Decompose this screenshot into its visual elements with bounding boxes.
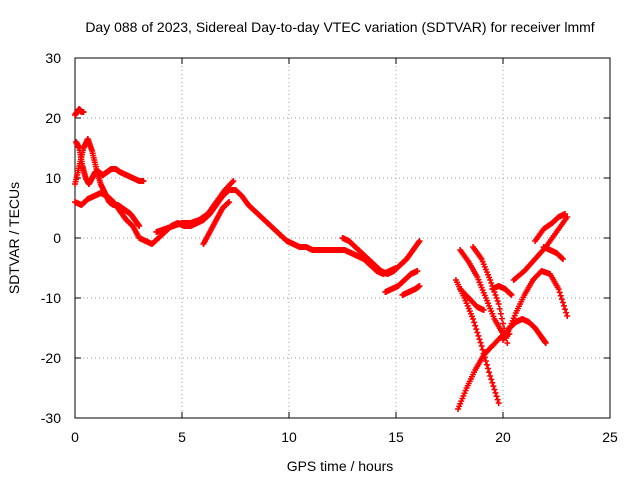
series-mid-arc-a — [153, 178, 237, 235]
grid — [75, 58, 610, 418]
y-tick-label: 0 — [53, 230, 61, 246]
y-tick-label: -10 — [41, 290, 61, 306]
data-point — [472, 322, 479, 329]
y-tick-label: 20 — [45, 110, 61, 126]
series-late-j — [532, 211, 569, 244]
data-series — [72, 106, 571, 412]
data-point — [559, 299, 566, 306]
data-point — [556, 289, 563, 296]
data-point — [477, 339, 484, 346]
y-tick-label: -30 — [41, 410, 61, 426]
x-tick-label: 25 — [602, 429, 618, 445]
x-axis-label: GPS time / hours — [287, 458, 394, 474]
series-early-cluster — [72, 136, 143, 229]
series-evening-arc — [339, 235, 423, 277]
data-point — [492, 389, 499, 396]
y-axis-label: SDTVAR / TECUs — [6, 182, 22, 294]
data-point — [478, 343, 485, 349]
data-point — [480, 350, 487, 357]
data-point — [487, 277, 494, 283]
data-point — [479, 346, 486, 353]
series-late-a — [455, 331, 513, 412]
data-point — [557, 292, 564, 299]
data-point — [485, 365, 492, 372]
data-point — [483, 361, 490, 368]
data-point — [474, 329, 481, 336]
data-point — [416, 238, 423, 244]
data-point — [416, 283, 423, 289]
data-point — [80, 109, 87, 115]
data-point — [492, 292, 499, 298]
x-tick-label: 10 — [281, 429, 297, 445]
data-point — [481, 354, 488, 361]
data-point — [140, 178, 147, 184]
data-point — [226, 199, 233, 205]
data-point — [494, 396, 501, 403]
data-point — [496, 305, 503, 312]
data-point — [229, 179, 236, 186]
series-late-c — [457, 247, 506, 337]
data-point — [230, 178, 237, 184]
series-start-spike — [72, 106, 87, 118]
data-point — [497, 310, 504, 317]
data-point — [498, 315, 505, 322]
series-late-e — [457, 286, 487, 313]
series-arc-pair-a — [382, 268, 421, 295]
data-point — [415, 239, 422, 246]
series-late-h — [504, 268, 571, 337]
data-point — [480, 307, 487, 313]
data-point — [488, 376, 495, 383]
y-tick-label: 30 — [45, 50, 61, 66]
data-point — [494, 298, 501, 304]
data-point — [501, 325, 508, 332]
series-arc-pair-b — [399, 283, 423, 298]
data-point — [508, 292, 515, 298]
y-tick-label: 10 — [45, 170, 61, 186]
data-point — [470, 316, 477, 322]
data-point — [558, 296, 565, 303]
data-point — [493, 295, 500, 301]
data-point — [473, 326, 480, 333]
x-tick-label: 0 — [71, 429, 79, 445]
data-point — [491, 386, 498, 393]
data-point — [136, 223, 143, 229]
data-point — [559, 256, 566, 262]
data-point — [500, 320, 506, 327]
series-late-d — [470, 244, 511, 346]
data-point — [475, 332, 482, 339]
data-point — [471, 319, 478, 326]
data-point — [562, 211, 569, 217]
series-main-track — [72, 187, 399, 277]
data-point — [482, 358, 489, 364]
data-point — [542, 340, 549, 346]
data-point — [490, 383, 497, 390]
data-point — [487, 373, 494, 379]
data-point — [564, 313, 571, 319]
chart-title: Day 088 of 2023, Sidereal Day-to-day VTE… — [85, 19, 594, 35]
x-tick-label: 15 — [388, 429, 404, 445]
data-point — [414, 268, 421, 274]
data-point — [476, 336, 483, 343]
data-point — [495, 400, 502, 406]
axis-ticks: 0 5 10 15 20 25 -30 -20 -10 0 10 20 30 — [41, 50, 618, 445]
y-tick-label: -20 — [41, 350, 61, 366]
series-mid-arc-b — [200, 199, 233, 247]
x-tick-label: 20 — [495, 429, 511, 445]
series-late-f — [489, 283, 515, 298]
data-point — [489, 379, 496, 386]
x-tick-label: 5 — [178, 429, 186, 445]
data-point — [562, 306, 569, 313]
data-point — [488, 280, 495, 286]
series-early-upper — [73, 139, 147, 187]
data-point — [495, 301, 502, 307]
data-point — [486, 369, 493, 376]
data-point — [563, 309, 570, 316]
data-point — [493, 393, 500, 400]
data-point — [504, 340, 511, 346]
data-point — [560, 302, 567, 309]
data-point — [555, 286, 562, 292]
series-late-k — [540, 244, 566, 262]
